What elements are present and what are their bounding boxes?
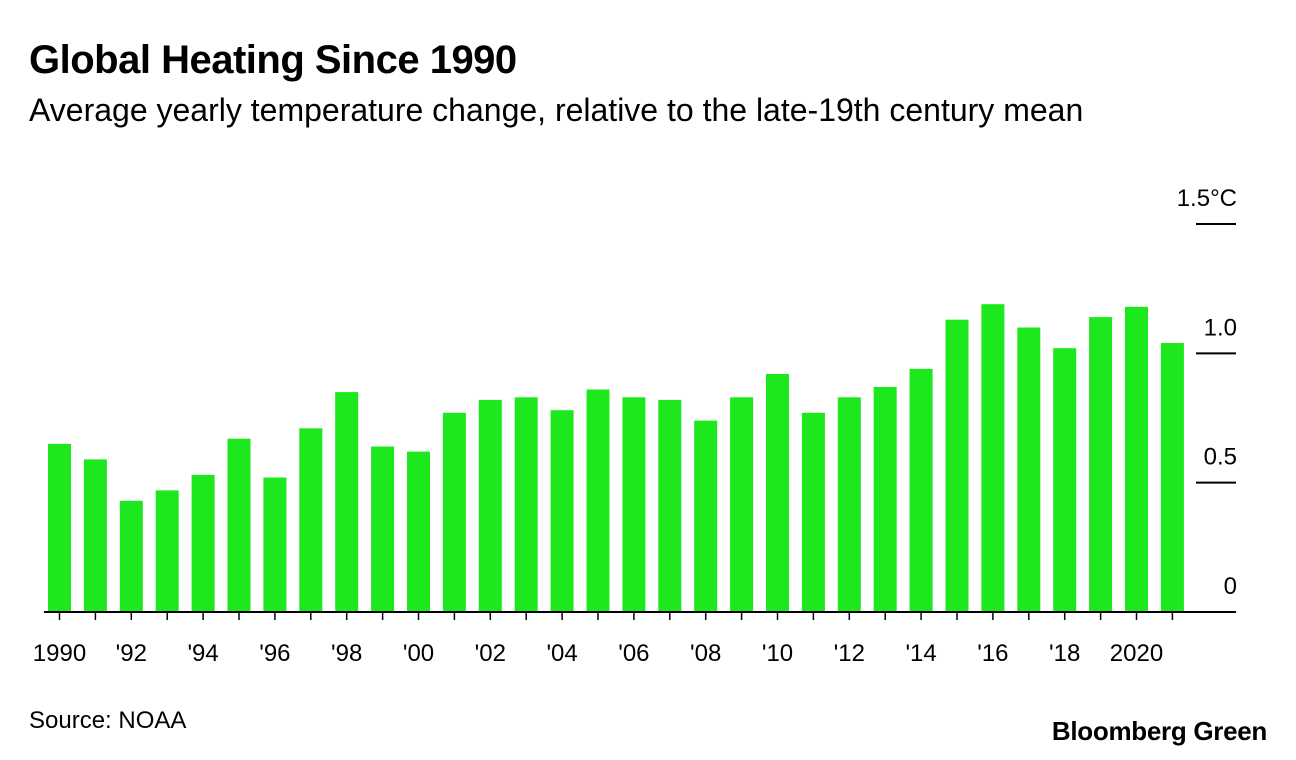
chart-title: Global Heating Since 1990 [29, 38, 517, 82]
x-tick-label-2004: '04 [546, 640, 577, 667]
bar-2014 [909, 368, 933, 612]
x-tick-label-2002: '02 [475, 640, 506, 667]
bar-2007 [658, 399, 682, 612]
brand-logo: Bloomberg Green [1051, 716, 1267, 746]
x-tick-label-2006: '06 [618, 640, 649, 667]
x-tick-label-2012: '12 [834, 640, 865, 667]
bar-2013 [873, 387, 897, 612]
x-tick-label-2020: 2020 [1110, 640, 1163, 667]
bar-1995 [227, 438, 251, 612]
bar-1999 [371, 446, 395, 612]
x-tick-label-1996: '96 [259, 640, 290, 667]
x-tick-label-1992: '92 [116, 640, 147, 667]
bar-2021 [1160, 343, 1184, 612]
bar-chart: 0 0.5 1.0 1.5°C 1990 '92 '94 '96 '98 '00 '02 '04 '0… [33, 185, 1237, 667]
y-axis: 0 0.5 1.0 1.5°C [1177, 185, 1237, 600]
x-tick-label-1994: '94 [187, 640, 218, 667]
bar-1992 [119, 500, 143, 612]
x-tick-label-2016: '16 [977, 640, 1008, 667]
x-tick-label-2018: '18 [1049, 640, 1080, 667]
y-tick-label-2: 1.0 [1204, 314, 1237, 341]
bar-2005 [586, 389, 610, 612]
y-tick-label-0: 0 [1224, 573, 1237, 600]
x-tick-label-1990: 1990 [33, 640, 86, 667]
bar-2004 [550, 410, 574, 612]
bar-2006 [622, 397, 646, 612]
y-tick-label-3: 1.5°C [1177, 185, 1237, 212]
bar-1993 [155, 490, 179, 612]
bar-2019 [1089, 317, 1113, 612]
y-tick-label-1: 0.5 [1204, 444, 1237, 471]
bar-2020 [1125, 306, 1148, 612]
bar-2009 [730, 397, 754, 612]
bar-2010 [766, 374, 789, 612]
bars-group [48, 304, 1184, 612]
bar-2017 [1017, 327, 1041, 612]
bar-2001 [442, 412, 466, 612]
x-tick-label-2010: '10 [762, 640, 793, 667]
bar-1996 [263, 477, 287, 612]
bar-1991 [83, 459, 107, 612]
bar-2015 [945, 319, 969, 612]
chart-subtitle: Average yearly temperature change, relat… [29, 92, 1084, 128]
bar-1990 [48, 443, 71, 612]
bar-2012 [837, 397, 861, 612]
bar-2018 [1053, 348, 1077, 612]
bar-2016 [981, 304, 1005, 612]
bar-1997 [299, 428, 323, 612]
bar-2002 [478, 399, 502, 612]
bar-1998 [335, 392, 359, 612]
source-note: Source: NOAA [29, 707, 187, 734]
bar-1994 [191, 474, 215, 612]
bar-2003 [514, 397, 538, 612]
x-tick-label-2000: '00 [403, 640, 434, 667]
x-tick-label-2008: '08 [690, 640, 721, 667]
bar-2011 [801, 412, 825, 612]
x-tick-label-1998: '98 [331, 640, 362, 667]
bar-2008 [694, 420, 718, 612]
x-tick-label-2014: '14 [905, 640, 936, 667]
bar-2000 [407, 451, 430, 612]
x-axis: 1990 '92 '94 '96 '98 '00 '02 '04 '06 '08 '10 '12 '14… [33, 611, 1236, 667]
